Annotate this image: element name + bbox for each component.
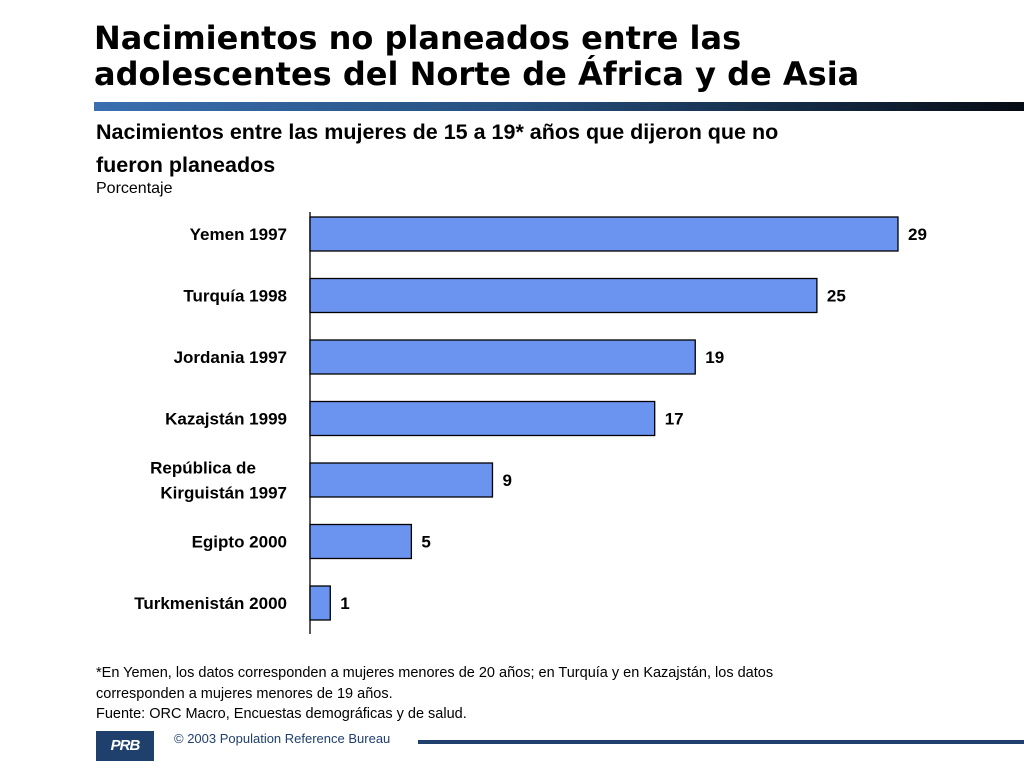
category-label: Turkmenistán 2000: [134, 594, 287, 613]
bar: [309, 462, 494, 498]
footnote-line-2: corresponden a mujeres menores de 19 año…: [96, 685, 393, 702]
prb-logo: PRB: [96, 731, 154, 761]
footnotes: *En Yemen, los datos corresponden a muje…: [96, 663, 996, 725]
slide-title: Nacimientos no planeados entre las adole…: [94, 20, 994, 92]
category-label: Yemen 1997: [190, 225, 287, 244]
copyright-text: © 2003 Population Reference Bureau: [174, 731, 391, 746]
chart-title-line-2: fueron planeados: [96, 153, 276, 177]
bar-value-label: 1: [340, 594, 349, 613]
category-label: Jordania 1997: [174, 348, 287, 367]
footnote-line-1: *En Yemen, los datos corresponden a muje…: [96, 665, 774, 681]
bar: [309, 216, 899, 252]
bar: [309, 523, 413, 560]
bar-value-label: 5: [421, 533, 430, 552]
title-divider: [94, 102, 1024, 111]
footer-divider: [418, 740, 1024, 744]
bar-value-label: 17: [665, 410, 684, 429]
category-label: Turquía 1998: [183, 287, 287, 306]
chart-title: Nacimientos entre las mujeres de 15 a 19…: [96, 116, 976, 182]
prb-logo-text: PRB: [110, 737, 141, 754]
bar-value-label: 9: [502, 471, 511, 490]
chart-title-line-1: Nacimientos entre las mujeres de 15 a 19…: [96, 120, 779, 144]
bar: [309, 339, 696, 375]
slide-title-line-2: adolescentes del Norte de África y de As…: [94, 55, 860, 93]
bar: [309, 585, 331, 621]
category-label: Egipto 2000: [192, 533, 287, 552]
category-label: Kirguistán 1997: [160, 484, 287, 503]
source-note: Fuente: ORC Macro, Encuestas demográfica…: [96, 706, 467, 722]
bar: [309, 400, 656, 437]
bar-value-label: 29: [908, 225, 927, 244]
category-label: Kazajstán 1999: [165, 410, 287, 429]
bar: [309, 277, 818, 314]
category-label: República de: [150, 459, 256, 478]
bar-value-label: 19: [705, 348, 724, 367]
bar-value-label: 25: [827, 287, 846, 306]
slide-title-line-1: Nacimientos no planeados entre las: [94, 19, 742, 57]
axis-unit-label: Porcentaje: [96, 180, 173, 197]
